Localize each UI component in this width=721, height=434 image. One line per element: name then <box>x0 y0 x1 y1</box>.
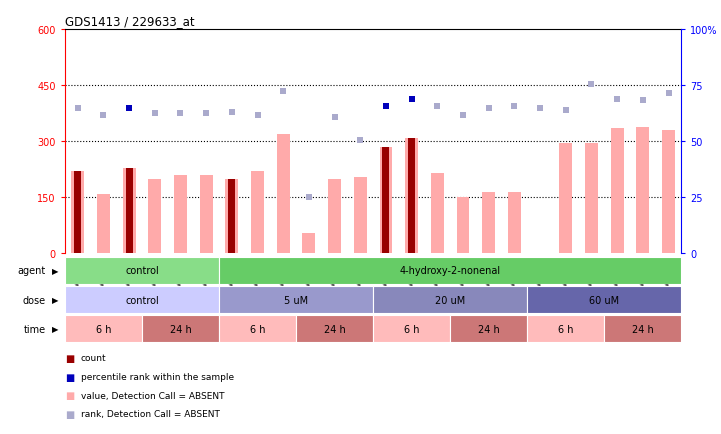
Bar <box>149 179 162 254</box>
Bar <box>65 316 142 342</box>
Bar <box>527 316 604 342</box>
Text: ■: ■ <box>65 372 74 381</box>
Bar <box>637 127 649 254</box>
Text: count: count <box>81 354 107 362</box>
Text: value, Detection Call = ABSENT: value, Detection Call = ABSENT <box>81 391 224 400</box>
Bar <box>328 179 341 254</box>
Text: 4-hydroxy-2-nonenal: 4-hydroxy-2-nonenal <box>399 266 501 276</box>
Text: 6 h: 6 h <box>558 324 573 334</box>
Bar <box>226 179 238 254</box>
Bar <box>125 168 133 254</box>
Bar <box>219 286 373 313</box>
Bar <box>527 286 681 313</box>
Text: 5 uM: 5 uM <box>284 295 308 305</box>
Text: 24 h: 24 h <box>324 324 345 334</box>
Bar <box>123 168 136 254</box>
Bar <box>219 316 296 342</box>
Text: ■: ■ <box>65 353 74 363</box>
Bar <box>585 144 598 254</box>
Text: 20 uM: 20 uM <box>435 295 465 305</box>
Bar <box>450 316 527 342</box>
Text: ■: ■ <box>65 391 74 400</box>
Bar <box>373 316 450 342</box>
Bar <box>277 135 290 254</box>
Bar <box>142 316 219 342</box>
Bar <box>382 148 389 254</box>
Text: 6 h: 6 h <box>249 324 265 334</box>
Text: agent: agent <box>17 266 45 276</box>
Text: control: control <box>125 295 159 305</box>
Bar <box>229 179 235 254</box>
Bar <box>482 192 495 254</box>
Bar <box>431 174 443 254</box>
Bar <box>373 286 527 313</box>
Text: ▶: ▶ <box>52 266 58 275</box>
Bar <box>65 286 219 313</box>
Text: dose: dose <box>22 295 45 305</box>
Bar <box>74 172 81 254</box>
Text: rank, Detection Call = ABSENT: rank, Detection Call = ABSENT <box>81 410 220 418</box>
Text: ■: ■ <box>65 409 74 419</box>
Bar <box>303 233 315 254</box>
Bar <box>604 316 681 342</box>
Bar <box>456 198 469 254</box>
Text: ▶: ▶ <box>52 296 58 304</box>
Text: 60 uM: 60 uM <box>589 295 619 305</box>
Bar <box>251 172 264 254</box>
Text: percentile rank within the sample: percentile rank within the sample <box>81 372 234 381</box>
Text: 6 h: 6 h <box>96 324 111 334</box>
Bar <box>174 176 187 254</box>
Text: control: control <box>125 266 159 276</box>
Bar <box>354 178 367 254</box>
Bar <box>662 131 675 254</box>
Bar <box>296 316 373 342</box>
Text: ▶: ▶ <box>52 325 58 333</box>
Bar <box>219 257 681 284</box>
Bar <box>405 138 418 254</box>
Text: GDS1413 / 229633_at: GDS1413 / 229633_at <box>65 15 195 28</box>
Bar <box>200 176 213 254</box>
Bar <box>71 172 84 254</box>
Text: 24 h: 24 h <box>478 324 500 334</box>
Text: 24 h: 24 h <box>632 324 654 334</box>
Text: time: time <box>23 324 45 334</box>
Bar <box>611 129 624 254</box>
Text: 6 h: 6 h <box>404 324 420 334</box>
Text: 24 h: 24 h <box>169 324 191 334</box>
Bar <box>379 148 392 254</box>
Bar <box>508 192 521 254</box>
Bar <box>97 194 110 254</box>
Bar <box>559 144 572 254</box>
Bar <box>65 257 219 284</box>
Bar <box>408 138 415 254</box>
